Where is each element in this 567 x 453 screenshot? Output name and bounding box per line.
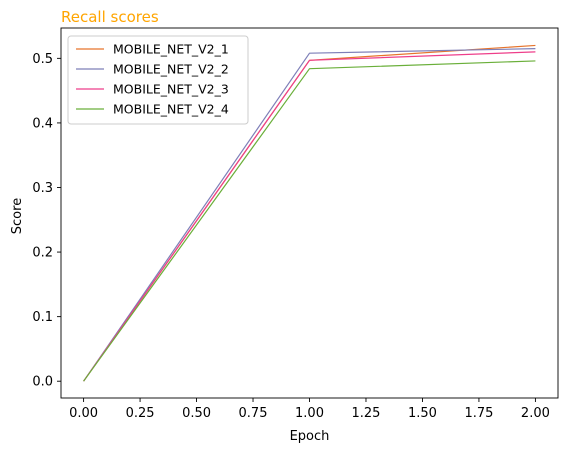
y-tick-label: 0.1 <box>32 310 53 325</box>
y-tick-label: 0.5 <box>32 52 53 67</box>
y-tick-label: 0.0 <box>32 375 53 390</box>
x-tick-label: 0.25 <box>126 406 155 421</box>
y-axis-label: Score <box>10 198 25 234</box>
x-tick-label: 0.00 <box>69 406 98 421</box>
x-tick-label: 2.00 <box>521 406 550 421</box>
x-tick-label: 1.00 <box>295 406 324 421</box>
x-tick-label: 1.75 <box>464 406 493 421</box>
y-tick-label: 0.4 <box>32 116 53 131</box>
x-axis-label: Epoch <box>290 429 330 444</box>
x-tick-label: 1.50 <box>408 406 437 421</box>
x-tick-label: 0.75 <box>239 406 268 421</box>
series-line-3 <box>83 51 536 382</box>
legend-label-2: MOBILE_NET_V2_2 <box>113 62 229 77</box>
x-tick-label: 0.50 <box>182 406 211 421</box>
legend-box <box>67 35 249 125</box>
series-line-2 <box>83 48 536 382</box>
legend-label-4: MOBILE_NET_V2_4 <box>113 102 229 117</box>
legend-label-3: MOBILE_NET_V2_3 <box>113 82 229 97</box>
x-tick-label: 1.25 <box>352 406 381 421</box>
chart-title: Recall scores <box>61 8 159 26</box>
series-line-4 <box>83 60 536 382</box>
y-tick-label: 0.3 <box>32 181 53 196</box>
y-tick-label: 0.2 <box>32 246 53 261</box>
legend-label-1: MOBILE_NET_V2_1 <box>113 42 229 57</box>
plot-area: 0.00 0.25 0.50 0.75 1.00 1.25 1.50 1.75 2.00 0.0 0… <box>32 27 559 421</box>
